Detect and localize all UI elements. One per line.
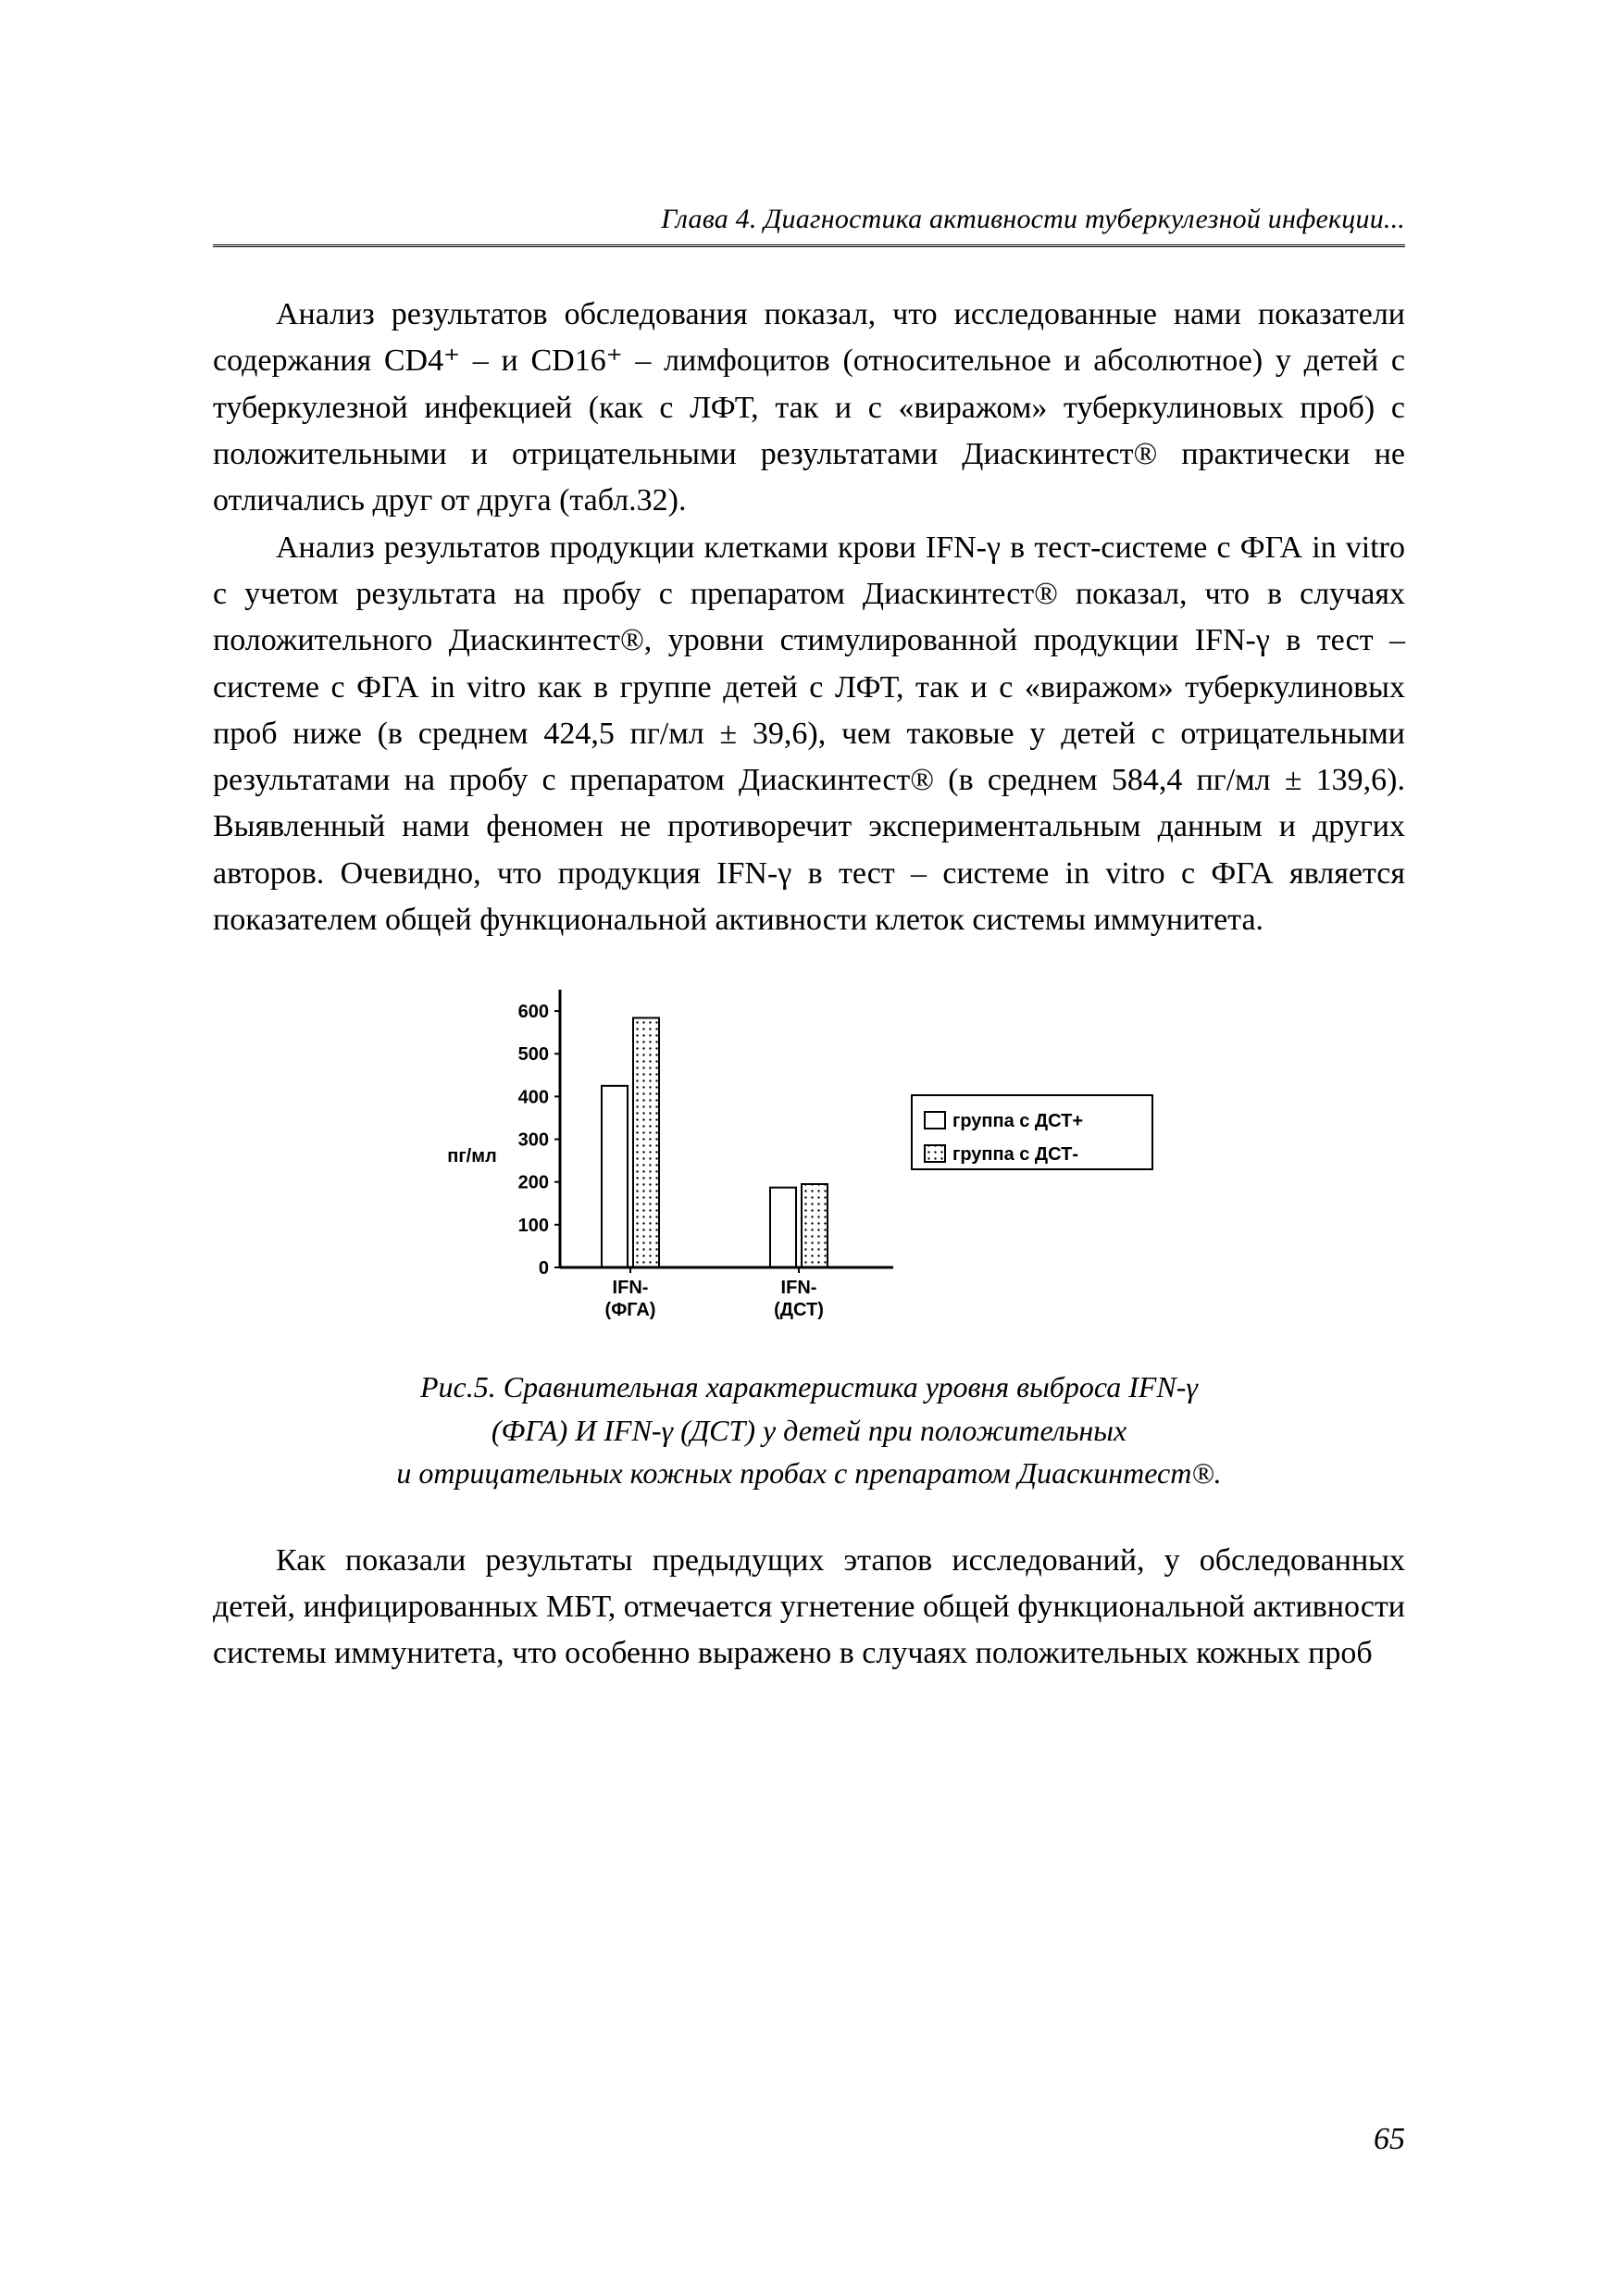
svg-text:IFN-: IFN-	[780, 1278, 816, 1298]
svg-text:500: 500	[517, 1045, 548, 1066]
paragraph-3: Как показали результаты предыдущих этапо…	[213, 1538, 1405, 1678]
svg-text:600: 600	[517, 1002, 548, 1022]
svg-text:200: 200	[517, 1173, 548, 1193]
svg-text:100: 100	[517, 1216, 548, 1236]
page: Глава 4. Диагностика активности туберкул…	[0, 0, 1618, 2296]
caption-line-3: и отрицательных кожных пробах с препарат…	[396, 1456, 1221, 1490]
svg-text:группа с ДСТ-: группа с ДСТ-	[952, 1144, 1078, 1165]
paragraph-1: Анализ результатов обследования показал,…	[213, 292, 1405, 525]
svg-text:(ДСТ): (ДСТ)	[774, 1300, 824, 1320]
svg-text:400: 400	[517, 1088, 548, 1108]
caption-line-2: (ФГА) И IFN-γ (ДСТ) у детей при положите…	[492, 1414, 1126, 1447]
paragraph-2: Анализ результатов продукции клетками кр…	[213, 525, 1405, 944]
svg-text:0: 0	[539, 1258, 549, 1279]
bar-chart: 0100200300400500600IFN-(ФГА)IFN-(ДСТ)гру…	[504, 980, 1171, 1332]
y-axis-label: пг/мл	[447, 1146, 496, 1167]
figure-5: пг/мл 0100200300400500600IFN-(ФГА)IFN-(Д…	[416, 980, 1202, 1332]
running-header: Глава 4. Диагностика активности туберкул…	[213, 204, 1405, 247]
svg-text:300: 300	[517, 1130, 548, 1151]
page-number: 65	[1374, 2122, 1405, 2157]
svg-text:(ФГА): (ФГА)	[604, 1300, 655, 1320]
svg-text:группа с ДСТ+: группа с ДСТ+	[952, 1111, 1083, 1131]
svg-text:IFN-: IFN-	[612, 1278, 648, 1298]
caption-line-1: Рис.5. Сравнительная характеристика уров…	[420, 1370, 1198, 1404]
figure-caption: Рис.5. Сравнительная характеристика уров…	[213, 1366, 1405, 1494]
